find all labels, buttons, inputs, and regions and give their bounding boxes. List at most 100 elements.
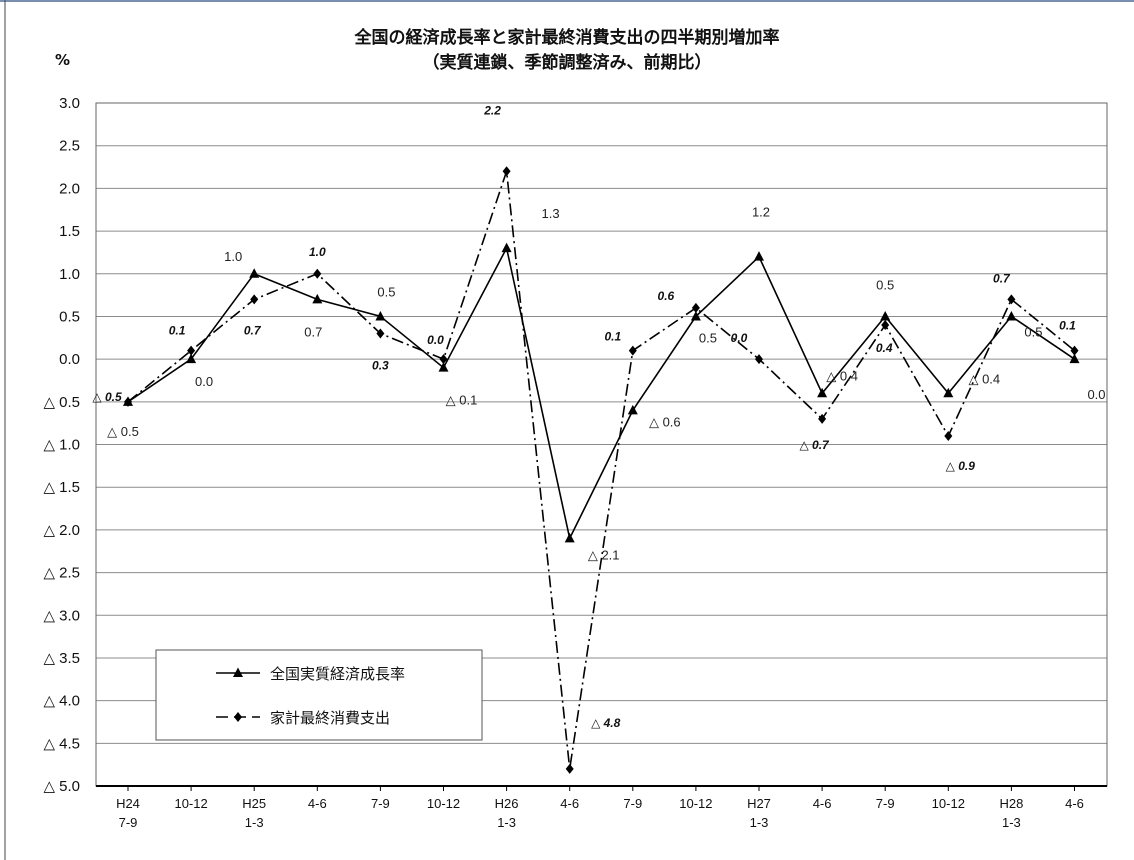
x-tick-label: H24 <box>116 796 140 811</box>
y-tick-label: △ 2.5 <box>43 565 80 582</box>
consumption-marker <box>502 166 511 177</box>
x-tick-label: 4-6 <box>1065 796 1084 811</box>
consumption-data-label: 0.1 <box>1059 319 1076 333</box>
x-tick-label: 7-9 <box>119 815 138 830</box>
consumption-data-label: 0.3 <box>372 359 389 373</box>
y-tick-label: △ 0.5 <box>43 394 80 411</box>
y-axis-unit-label: % <box>55 51 70 69</box>
gdp-marker <box>1069 353 1080 364</box>
consumption-marker <box>187 345 196 356</box>
gdp-line <box>127 245 1075 541</box>
gdp-marker <box>943 387 954 398</box>
consumption-data-label: 0.7 <box>244 323 262 337</box>
legend-consumption-marker <box>234 712 242 722</box>
x-tick-label: 4-6 <box>560 796 579 811</box>
gdp-marker <box>438 362 449 372</box>
legend-gdp-label: 全国実質経済成長率 <box>270 665 405 683</box>
y-tick-label: △ 4.0 <box>43 693 80 710</box>
gdp-marker <box>564 532 575 543</box>
gdp-data-label: △ 0.4 <box>968 371 1000 386</box>
y-tick-label: △ 1.5 <box>43 479 80 496</box>
y-tick-label: 2.0 <box>59 180 80 197</box>
chart-title: 全国の経済成長率と家計最終消費支出の四半期別増加率 <box>354 27 780 48</box>
consumption-data-label: 0.1 <box>604 330 621 344</box>
gdp-data-label: 0.0 <box>1087 387 1105 402</box>
gdp-data-label: 1.2 <box>752 205 770 220</box>
consumption-marker <box>565 763 574 774</box>
consumption-data-label: 0.4 <box>876 341 893 355</box>
gdp-data-label: 0.5 <box>377 284 395 299</box>
consumption-marker <box>1070 345 1079 356</box>
consumption-line <box>127 171 1076 770</box>
y-tick-label: 0.5 <box>59 308 80 325</box>
gridlines <box>96 102 1107 787</box>
y-tick-label: △ 3.5 <box>43 650 80 667</box>
gdp-marker <box>880 310 891 321</box>
gdp-marker <box>249 268 260 278</box>
gdp-marker <box>1006 310 1017 321</box>
y-tick-label: △ 1.0 <box>43 437 80 454</box>
y-tick-label: 1.5 <box>59 223 80 240</box>
x-tick-label: 1-3 <box>497 815 516 830</box>
legend-box <box>155 649 483 741</box>
y-tick-label: △ 3.0 <box>43 607 80 624</box>
x-tick-label: 1-3 <box>750 815 769 830</box>
gdp-marker <box>501 242 512 253</box>
gdp-data-label: 1.0 <box>224 249 242 264</box>
consumption-marker <box>1007 294 1016 305</box>
y-tick-label: △ 4.5 <box>43 735 80 752</box>
x-tick-label: 10-12 <box>174 796 207 811</box>
consumption-data-label: 0.0 <box>731 331 748 345</box>
consumption-marker <box>818 413 827 424</box>
x-tick-label: H25 <box>242 796 266 811</box>
x-tick-label: H27 <box>747 796 771 811</box>
x-tick-label: 4-6 <box>813 796 832 811</box>
gdp-data-label: △ 0.6 <box>649 414 681 429</box>
gdp-marker <box>312 293 323 304</box>
gdp-marker <box>754 251 764 261</box>
consumption-marker <box>313 268 322 279</box>
consumption-data-label: 2.2 <box>483 103 501 117</box>
legend-consumption-label: 家計最終消費支出 <box>270 709 390 727</box>
gdp-marker <box>817 387 828 398</box>
legend-gdp-marker <box>233 667 243 677</box>
consumption-data-label: △ 0.7 <box>799 438 830 452</box>
y-tick-label: △ 2.0 <box>43 522 80 539</box>
consumption-data-label: 0.7 <box>993 271 1011 285</box>
gdp-data-label: 0.7 <box>304 324 322 339</box>
gdp-marker <box>375 310 386 321</box>
gdp-data-label: △ 2.1 <box>588 547 620 562</box>
x-tick-label: 7-9 <box>876 796 895 811</box>
consumption-data-label: △ 0.5 <box>92 390 122 404</box>
chart-subtitle: （実質連鎖、季節調整済み、前期比） <box>423 52 712 73</box>
consumption-marker <box>376 328 385 339</box>
gdp-marker <box>186 353 197 364</box>
y-tick-label: △ 5.0 <box>43 778 80 795</box>
gdp-marker <box>123 396 133 406</box>
consumption-data-label: 0.6 <box>658 289 675 303</box>
gdp-data-label: 0.0 <box>195 374 213 389</box>
x-tick-label: H26 <box>495 796 519 811</box>
consumption-data-label: 0.1 <box>169 324 186 338</box>
consumption-marker <box>755 354 763 365</box>
y-tick-label: 2.5 <box>59 138 80 155</box>
x-tick-label: 1-3 <box>245 815 264 830</box>
gdp-marker <box>690 310 701 321</box>
gdp-data-label: 1.3 <box>542 206 560 221</box>
y-tick-label: 1.0 <box>59 266 80 283</box>
x-tick-label: 10-12 <box>932 796 965 811</box>
x-tick-label: 7-9 <box>623 796 642 811</box>
consumption-marker <box>628 345 637 356</box>
gdp-data-label: △ 0.4 <box>826 368 858 383</box>
y-tick-label: 0.0 <box>59 351 80 368</box>
x-tick-label: 1-3 <box>1002 815 1021 830</box>
consumption-marker <box>250 294 259 305</box>
gdp-data-label: △ 0.1 <box>446 393 478 408</box>
gdp-data-label: 0.5 <box>699 330 717 345</box>
gdp-data-label: 0.5 <box>1024 324 1042 339</box>
consumption-data-label: △ 0.9 <box>946 459 976 473</box>
x-tick-label: 10-12 <box>679 796 712 811</box>
